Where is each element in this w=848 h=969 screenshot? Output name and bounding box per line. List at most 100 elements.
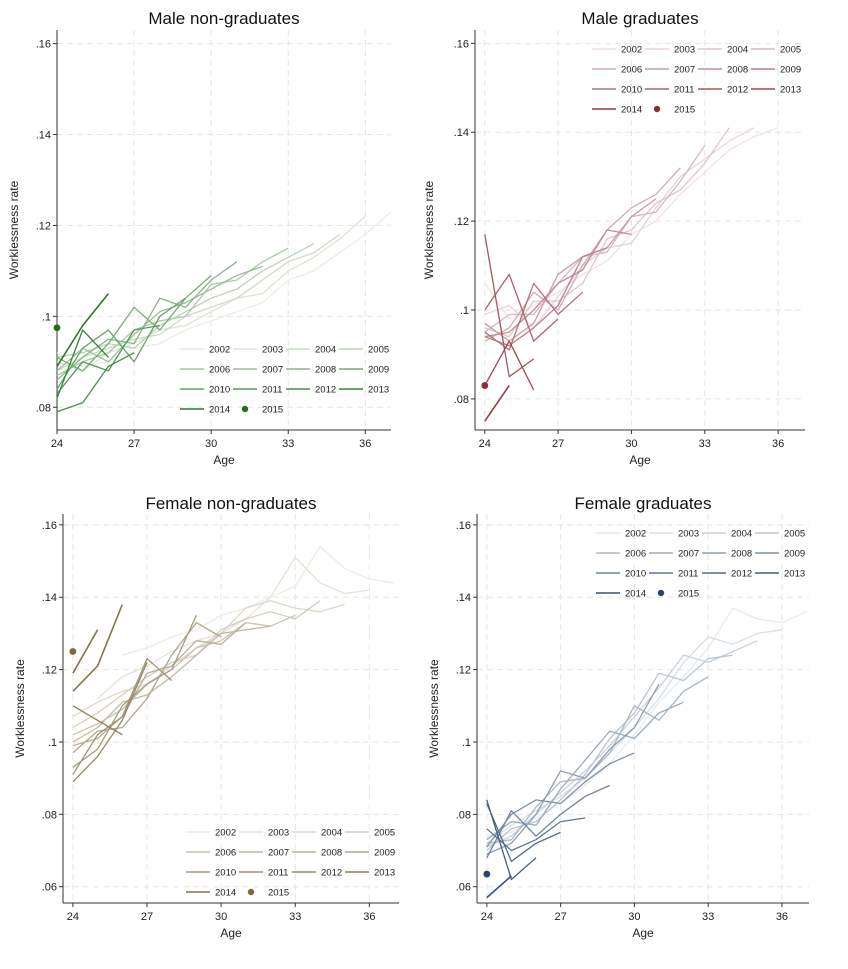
legend-marker bbox=[657, 589, 665, 597]
y-tick-label: .1 bbox=[48, 737, 57, 749]
legend-label: 2009 bbox=[374, 848, 395, 859]
legend-label: 2004 bbox=[731, 529, 752, 540]
series-line-2014 bbox=[486, 875, 512, 899]
series-line-2007 bbox=[56, 265, 263, 372]
legend-label: 2015 bbox=[678, 589, 699, 600]
x-axis-title: Age bbox=[632, 926, 654, 940]
series-line-2013 bbox=[72, 705, 123, 736]
x-tick-label: 33 bbox=[702, 911, 714, 923]
legend-label: 2008 bbox=[727, 65, 748, 76]
y-tick-label: .12 bbox=[36, 220, 51, 232]
y-tick-label: .14 bbox=[456, 592, 471, 604]
legend-label: 2002 bbox=[209, 345, 230, 356]
series-line-2006 bbox=[72, 614, 296, 736]
x-tick-label: 30 bbox=[215, 911, 227, 923]
legend-label: 2002 bbox=[621, 45, 642, 56]
x-tick-label: 24 bbox=[51, 438, 63, 450]
legend-label: 2004 bbox=[315, 345, 336, 356]
chart-title: Female graduates bbox=[574, 494, 711, 513]
legend-label: 2015 bbox=[674, 105, 695, 116]
legend-label: 2005 bbox=[784, 529, 805, 540]
legend-label: 2013 bbox=[374, 868, 395, 879]
series-line-2013 bbox=[56, 329, 109, 399]
series-line-2014 bbox=[484, 385, 510, 422]
x-tick-label: 27 bbox=[552, 438, 564, 450]
panel-2: .08 .1 .12 .14 .16 24 27 30 33 36 Male graduates Ag… bbox=[422, 9, 805, 467]
legend-label: 2007 bbox=[678, 549, 699, 560]
legend-label: 2005 bbox=[368, 345, 389, 356]
y-tick-label: .16 bbox=[36, 39, 51, 51]
series-line-2004 bbox=[486, 640, 758, 848]
legend-label: 2014 bbox=[209, 405, 230, 416]
legend-label: 2014 bbox=[215, 888, 236, 899]
legend: 2002 2003 2004 2005 2006 2007 2008 2009 2010 2011… bbox=[592, 45, 801, 116]
y-tick-label: .14 bbox=[42, 592, 57, 604]
y-axis-title: Workless­ness rate bbox=[427, 659, 441, 758]
legend-label: 2003 bbox=[674, 45, 695, 56]
series-line-2009 bbox=[484, 247, 608, 347]
panel-3: .06 .08 .1 .12 .14 .16 24 27 30 33 36 Female non-gr… bbox=[13, 494, 399, 940]
legend-label: 2007 bbox=[674, 65, 695, 76]
series-group bbox=[53, 211, 392, 413]
legend-label: 2005 bbox=[374, 828, 395, 839]
y-tick-label: .06 bbox=[42, 882, 57, 894]
legend-marker bbox=[247, 888, 255, 896]
series-line-2010 bbox=[56, 297, 186, 390]
legend-label: 2006 bbox=[625, 549, 646, 560]
legend-label: 2009 bbox=[780, 65, 801, 76]
legend-label: 2008 bbox=[321, 848, 342, 859]
y-tick-label: .12 bbox=[454, 216, 469, 228]
legend-label: 2013 bbox=[368, 385, 389, 396]
legend-label: 2011 bbox=[262, 385, 282, 396]
x-tick-label: 27 bbox=[141, 911, 153, 923]
x-tick-label: 36 bbox=[772, 438, 784, 450]
x-tick-label: 33 bbox=[699, 438, 711, 450]
chart-title: Female non-graduates bbox=[145, 494, 316, 513]
series-line-2012 bbox=[484, 234, 535, 378]
series-line-2004 bbox=[56, 233, 340, 372]
legend-label: 2011 bbox=[674, 85, 694, 96]
series-group bbox=[481, 127, 779, 422]
series-line-2013 bbox=[484, 340, 535, 391]
y-tick-label: .06 bbox=[456, 882, 471, 894]
series-line-2007 bbox=[486, 701, 684, 841]
series-line-2014b bbox=[72, 629, 99, 674]
x-tick-label: 24 bbox=[481, 911, 493, 923]
y-tick-label: .08 bbox=[456, 809, 471, 821]
legend-label: 2010 bbox=[215, 868, 236, 879]
chart-title: Male graduates bbox=[581, 9, 698, 28]
series-line-2002 bbox=[122, 545, 395, 656]
legend-label: 2015 bbox=[262, 405, 283, 416]
legend-label: 2008 bbox=[315, 365, 336, 376]
series-line-2004 bbox=[72, 600, 345, 718]
series-line-2006 bbox=[486, 676, 709, 844]
legend-label: 2003 bbox=[268, 828, 289, 839]
y-tick-label: .08 bbox=[454, 394, 469, 406]
x-tick-label: 36 bbox=[359, 438, 371, 450]
x-axis-title: Age bbox=[629, 453, 651, 467]
legend-label: 2012 bbox=[727, 85, 748, 96]
series-line-2014 bbox=[56, 293, 110, 367]
y-tick-label: .1 bbox=[462, 737, 471, 749]
x-tick-label: 30 bbox=[625, 438, 637, 450]
y-tick-label: .08 bbox=[42, 809, 57, 821]
series-line-2002 bbox=[56, 211, 392, 368]
legend-label: 2010 bbox=[209, 385, 230, 396]
series-line-2011 bbox=[72, 658, 173, 775]
series-group bbox=[69, 545, 395, 783]
series-line-2005 bbox=[484, 145, 706, 333]
legend: 2002 2003 2004 2005 2006 2007 2008 2009 2010 2011… bbox=[596, 529, 805, 600]
x-tick-label: 36 bbox=[776, 911, 788, 923]
legend-label: 2013 bbox=[780, 85, 801, 96]
legend-marker bbox=[241, 405, 249, 413]
series-line-2006 bbox=[56, 247, 289, 377]
y-tick-label: .1 bbox=[460, 305, 469, 317]
y-tick-label: .12 bbox=[42, 665, 57, 677]
legend-label: 2010 bbox=[621, 85, 642, 96]
series-line-2004 bbox=[484, 127, 730, 338]
legend-label: 2007 bbox=[268, 848, 289, 859]
series-line-2007 bbox=[72, 625, 271, 743]
legend-label: 2014 bbox=[621, 105, 642, 116]
series-line-2006 bbox=[484, 167, 681, 342]
series-point-2015 bbox=[53, 324, 61, 332]
